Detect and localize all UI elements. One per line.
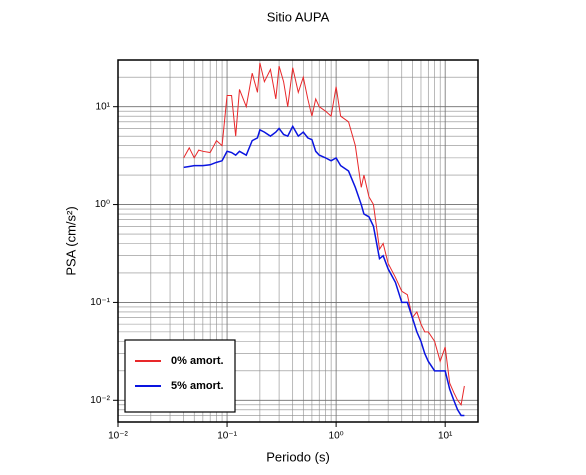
y-tick-label: 10¹ — [96, 101, 111, 112]
x-tick-label: 10⁰ — [329, 431, 344, 442]
x-axis-label: Periodo (s) — [266, 449, 330, 464]
x-tick-label: 10⁻² — [108, 431, 128, 442]
data-line — [183, 124, 465, 417]
plot-frame — [117, 59, 479, 423]
legend: 0% amort. 5% amort. — [124, 339, 236, 413]
x-tick-label: 10¹ — [438, 431, 453, 442]
y-tick-label: 10⁰ — [95, 199, 110, 210]
legend-label: 0% amort. — [171, 355, 224, 367]
y-axis-label: PSA (cm/s²) — [63, 206, 78, 275]
y-tick-label: 10⁻¹ — [90, 297, 110, 308]
data-line — [183, 62, 465, 406]
x-tick-label: 10⁻¹ — [217, 431, 237, 442]
legend-box — [124, 339, 236, 413]
legend-label: 5% amort. — [171, 380, 224, 392]
y-tick-label: 10⁻² — [90, 395, 110, 406]
chart-title: Sitio AUPA — [267, 9, 330, 24]
